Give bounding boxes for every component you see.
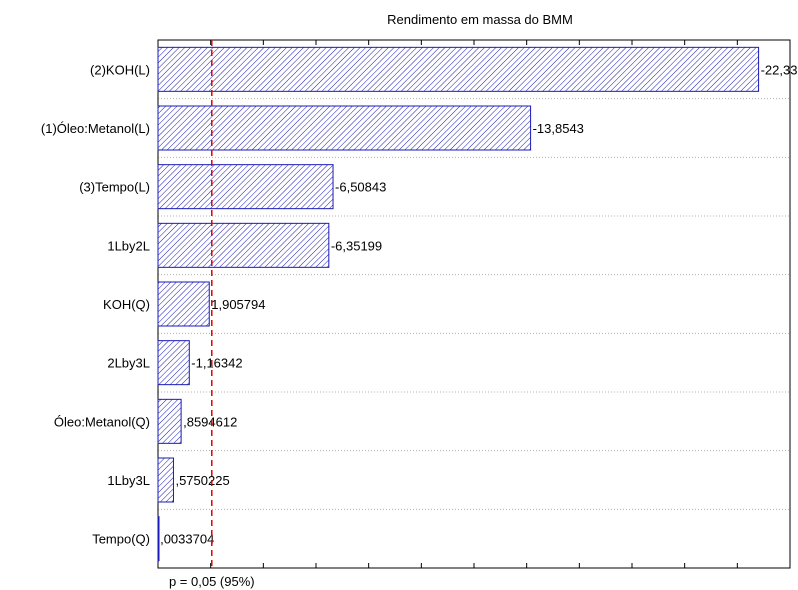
value-label: -1,16342 (191, 356, 242, 371)
bar (157, 516, 160, 562)
bar (157, 105, 532, 151)
value-label: -22,332 (761, 62, 798, 77)
category-label: Óleo:Metanol(Q) (54, 414, 150, 429)
category-label: (1)Óleo:Metanol(L) (41, 121, 150, 136)
value-label: -6,35199 (331, 238, 382, 253)
value-label: ,0033704 (160, 532, 214, 547)
x-axis-ticks (157, 40, 791, 568)
bar (157, 340, 190, 386)
bar (157, 281, 210, 327)
bar (157, 164, 334, 210)
bar (157, 222, 330, 268)
category-label: Tempo(Q) (92, 532, 150, 547)
value-label: ,5750225 (175, 473, 229, 488)
category-label: 2Lby3L (107, 356, 150, 371)
bar (157, 398, 182, 444)
category-label: (3)Tempo(L) (79, 180, 150, 195)
chart-title: Rendimento em massa do BMM (387, 12, 573, 27)
category-label: 1Lby3L (107, 473, 150, 488)
gridlines (158, 98, 790, 510)
bars-group: (2)KOH(L) -22,332 (1)Óleo:Metanol(L) -13,85… (41, 46, 798, 562)
value-label: 1,905794 (211, 297, 265, 312)
value-label: -13,8543 (533, 121, 584, 136)
category-label: (2)KOH(L) (90, 62, 150, 77)
category-label: KOH(Q) (103, 297, 150, 312)
bar (157, 457, 174, 503)
significance-label: p = 0,05 (95%) (169, 574, 255, 589)
category-label: 1Lby2L (107, 238, 150, 253)
bar (157, 46, 760, 92)
value-label: -6,50843 (335, 180, 386, 195)
value-label: ,8594612 (183, 414, 237, 429)
